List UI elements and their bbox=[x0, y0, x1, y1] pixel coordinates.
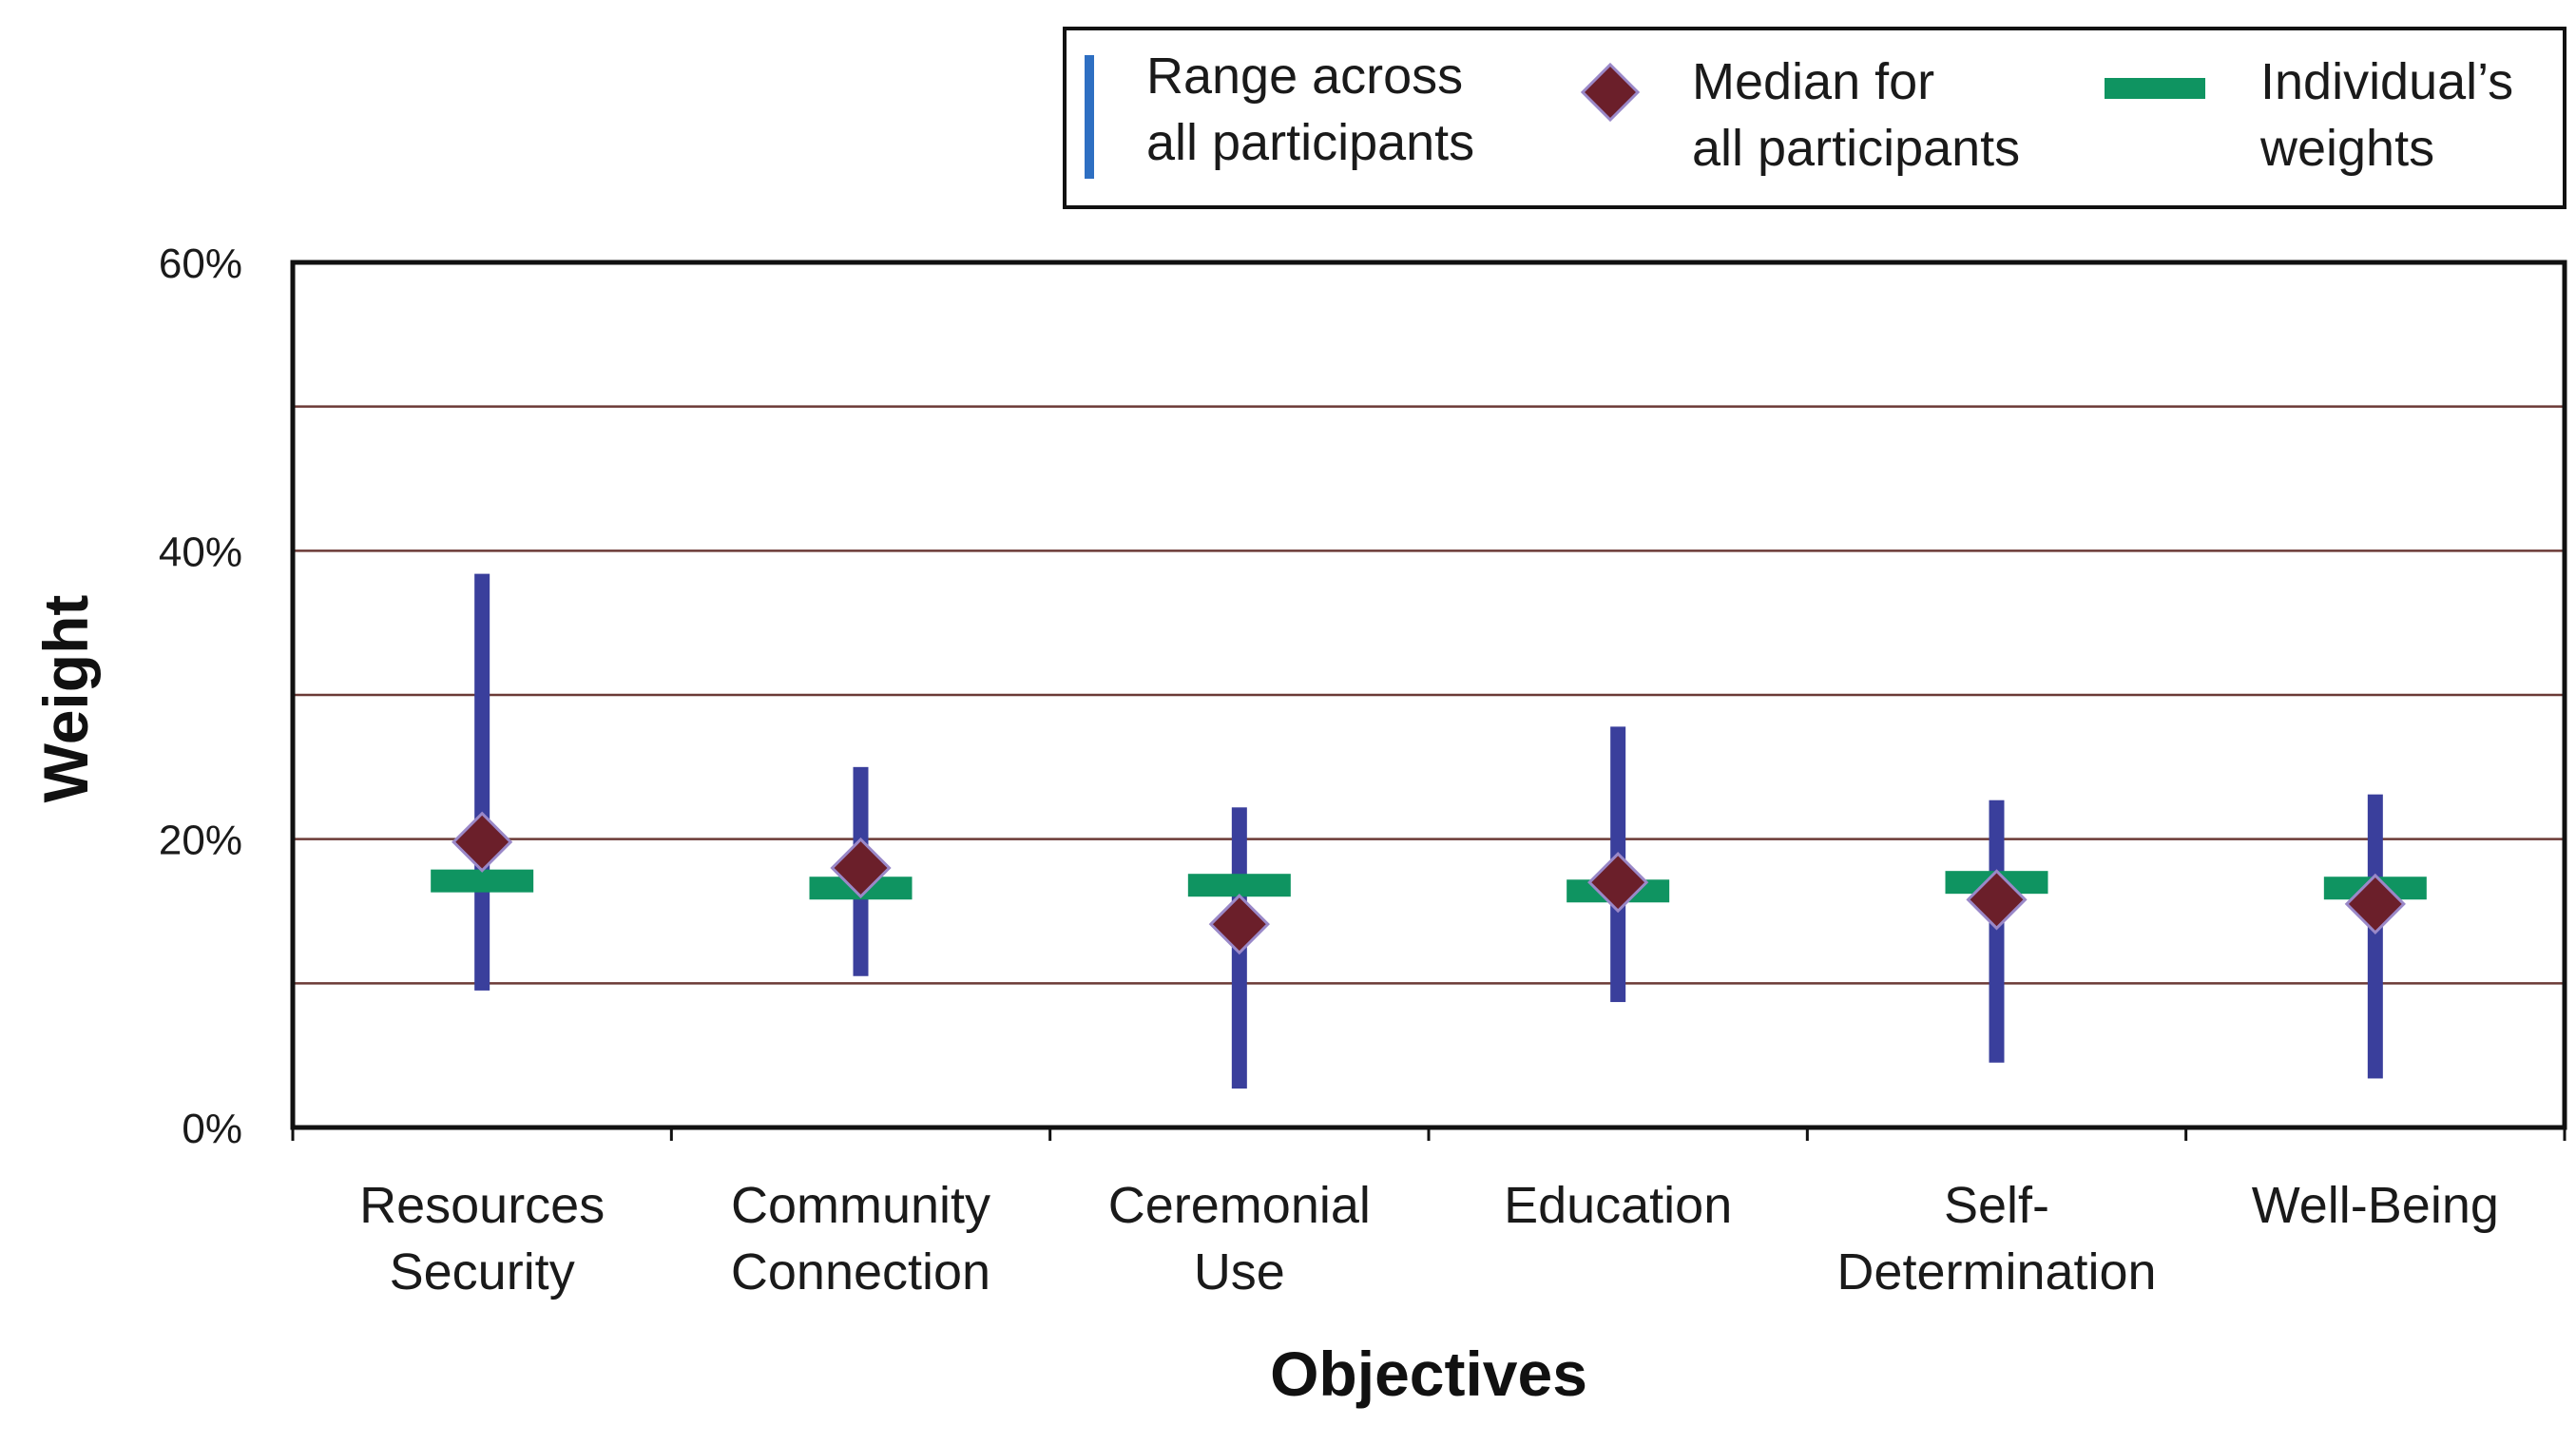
legend-individual-label: Individual’s weights bbox=[2259, 53, 2528, 177]
x-category-label-line: Ceremonial bbox=[1108, 1177, 1371, 1234]
x-category-label: Education bbox=[1504, 1177, 1732, 1234]
y-axis-title: Weight bbox=[30, 595, 101, 803]
median-marker bbox=[830, 837, 892, 899]
range-bar bbox=[474, 573, 490, 991]
median-marker bbox=[2344, 873, 2406, 935]
legend-range-label-line2: all participants bbox=[1146, 114, 1474, 171]
median-marker bbox=[1966, 869, 2028, 931]
y-tick-label: 0% bbox=[182, 1106, 242, 1152]
x-category-label-line: Determination bbox=[1836, 1243, 2156, 1300]
median-marker bbox=[452, 811, 513, 873]
legend-individual-swatch bbox=[2105, 78, 2205, 99]
x-category-label: Resources Security bbox=[359, 1177, 605, 1300]
y-tick-label: 60% bbox=[159, 241, 242, 287]
legend-median-label: Median for all participants bbox=[1692, 53, 2020, 177]
data-marks bbox=[431, 573, 2427, 1089]
x-category-label: Community Connection bbox=[731, 1177, 990, 1300]
legend-range-label: Range across all participants bbox=[1146, 48, 1477, 171]
median-marker bbox=[1208, 894, 1270, 955]
y-axis-tick-labels: 0% 20% 40% 60% bbox=[159, 241, 242, 1152]
individual-weight-marker bbox=[431, 869, 534, 893]
x-category-label-line: Self- bbox=[1944, 1177, 2049, 1234]
x-category-label-line: Education bbox=[1504, 1177, 1732, 1234]
gridlines bbox=[293, 405, 2565, 985]
x-axis-ticks bbox=[291, 1127, 2566, 1141]
x-axis-title: Objectives bbox=[1270, 1339, 1587, 1409]
x-axis-category-labels: Resources Security Community Connection Cere… bbox=[359, 1177, 2499, 1300]
legend-median-label-line1: Median for bbox=[1692, 53, 1934, 110]
legend-median-swatch bbox=[1580, 62, 1641, 123]
range-bar bbox=[2367, 794, 2383, 1079]
legend-frame bbox=[1063, 27, 2566, 209]
x-category-label-line: Well-Being bbox=[2252, 1177, 2499, 1234]
x-category-label-line: Use bbox=[1194, 1243, 1285, 1300]
x-category-label: Self- Determination bbox=[1836, 1177, 2156, 1300]
median-marker bbox=[1587, 852, 1649, 914]
legend-range-label-line1: Range across bbox=[1146, 48, 1463, 105]
legend-individual-label-line2: weights bbox=[2259, 120, 2434, 177]
range-bar bbox=[1989, 800, 2005, 1063]
x-category-label-line: Security bbox=[390, 1243, 575, 1300]
y-tick-label: 40% bbox=[159, 529, 242, 575]
legend-individual-label-line1: Individual’s bbox=[2260, 53, 2513, 110]
legend-median-label-line2: all participants bbox=[1692, 120, 2020, 177]
y-tick-label: 20% bbox=[159, 818, 242, 864]
x-category-label: Well-Being bbox=[2252, 1177, 2499, 1234]
x-category-label-line: Resources bbox=[359, 1177, 605, 1234]
legend: Range across all participants Median for… bbox=[1063, 27, 2566, 209]
legend-range-swatch bbox=[1085, 55, 1094, 179]
x-category-label-line: Community bbox=[731, 1177, 990, 1234]
x-category-label: Ceremonial Use bbox=[1108, 1177, 1371, 1300]
x-category-label-line: Connection bbox=[731, 1243, 990, 1300]
individual-weight-marker bbox=[1187, 874, 1291, 897]
